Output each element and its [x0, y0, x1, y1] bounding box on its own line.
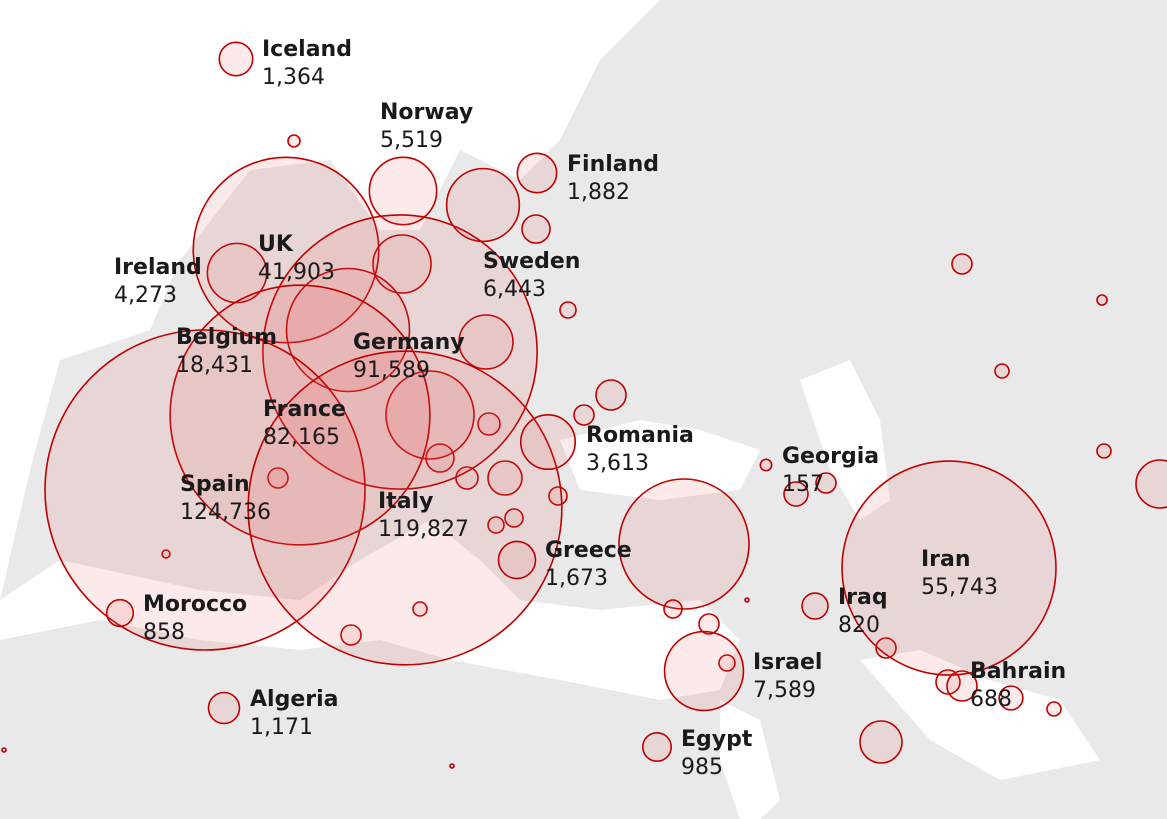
minor-bubble [619, 479, 749, 609]
country-value: 7,589 [753, 678, 816, 703]
bubble [219, 42, 252, 75]
minor-bubble [860, 721, 902, 763]
country-value: 91,589 [353, 358, 430, 383]
country-name: Belgium [176, 325, 277, 350]
minor-bubble [596, 380, 626, 410]
minor-bubble [2, 748, 6, 752]
minor-bubble [664, 600, 682, 618]
country-value: 4,273 [114, 283, 177, 308]
country-value: 5,519 [380, 128, 443, 153]
bubble [665, 632, 744, 711]
country-name: Israel [753, 650, 822, 675]
minor-bubble [574, 405, 594, 425]
country-name: Germany [353, 330, 465, 355]
country-name: Spain [180, 472, 250, 497]
country-name: Ireland [114, 255, 202, 280]
country-name: UK [258, 232, 294, 257]
country-value: 18,431 [176, 353, 253, 378]
map: Iceland 1,364 Norway 5,519 Finland 1,882 Swede… [0, 0, 1167, 819]
minor-bubble [522, 215, 550, 243]
bubble [643, 733, 671, 761]
country-name: Finland [567, 152, 659, 177]
country-name: Egypt [681, 727, 753, 752]
minor-bubble [288, 135, 300, 147]
country-name: Greece [545, 538, 632, 563]
country-name: Georgia [782, 444, 879, 469]
country-value: 985 [681, 755, 723, 780]
country-value: 688 [970, 687, 1012, 712]
country-name: Iceland [262, 37, 352, 62]
minor-bubble [995, 364, 1009, 378]
country-value: 82,165 [263, 425, 340, 450]
country-value: 858 [143, 620, 185, 645]
minor-bubble [1097, 444, 1111, 458]
country-name: Iraq [838, 585, 888, 610]
bubble [208, 692, 239, 723]
minor-bubble [745, 598, 749, 602]
country-value: 1,364 [262, 65, 325, 90]
country-value: 55,743 [921, 575, 998, 600]
country-value: 1,673 [545, 566, 608, 591]
country-name: France [263, 397, 346, 422]
minor-bubble [952, 254, 972, 274]
country-value: 6,443 [483, 277, 546, 302]
minor-bubble [450, 764, 454, 768]
minor-bubble [560, 302, 576, 318]
country-name: Morocco [143, 592, 247, 617]
bubble [107, 600, 134, 627]
country-value: 124,736 [180, 500, 271, 525]
minor-bubble [1097, 295, 1107, 305]
country-value: 1,171 [250, 715, 313, 740]
bubble [760, 459, 771, 470]
country-value: 820 [838, 613, 880, 638]
country-name: Bahrain [970, 659, 1066, 684]
bubble [498, 541, 535, 578]
country-name: Norway [380, 100, 473, 125]
country-name: Iran [921, 547, 971, 572]
country-value: 157 [782, 472, 824, 497]
bubble [517, 153, 556, 192]
country-name: Romania [586, 423, 694, 448]
bubble [521, 415, 575, 469]
country-value: 119,827 [378, 517, 469, 542]
country-name: Sweden [483, 249, 580, 274]
bubble [802, 593, 828, 619]
country-value: 1,882 [567, 180, 630, 205]
country-name: Italy [378, 489, 433, 514]
country-value: 41,903 [258, 260, 335, 285]
country-name: Algeria [250, 687, 338, 712]
minor-bubble [1047, 702, 1061, 716]
country-value: 3,613 [586, 451, 649, 476]
